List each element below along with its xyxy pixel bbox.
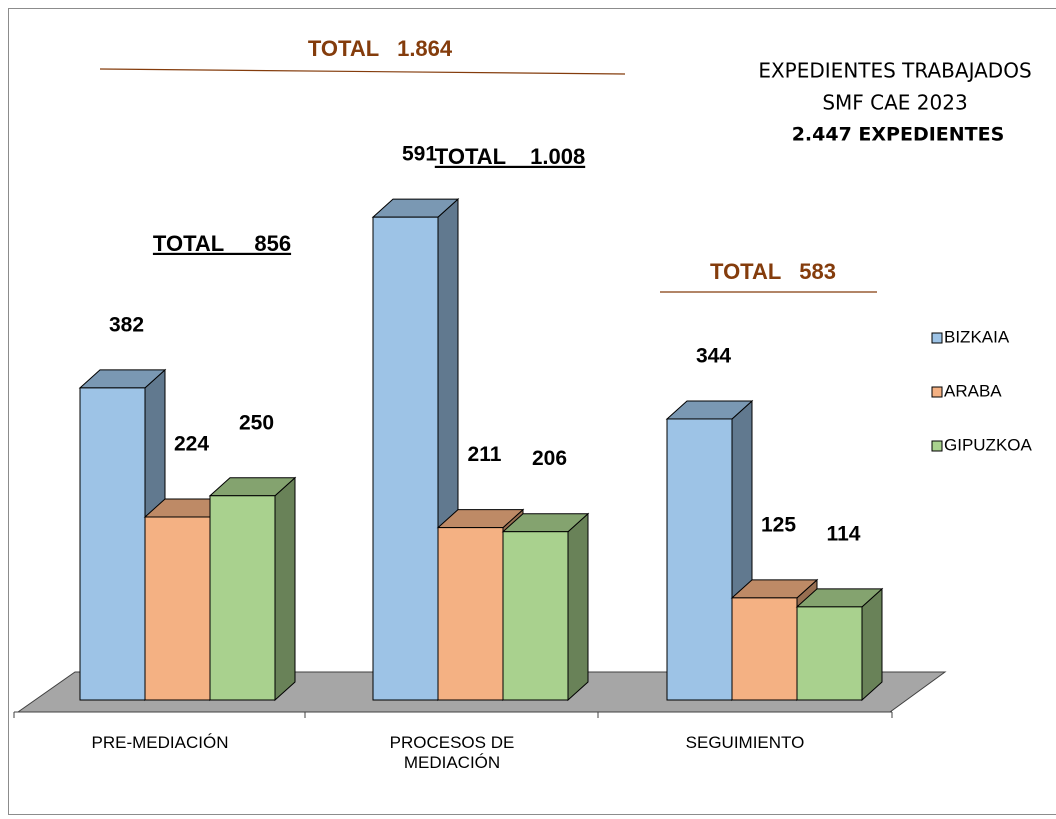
bar xyxy=(79,387,146,701)
bar xyxy=(209,495,276,701)
legend-swatch xyxy=(931,332,943,344)
bar-side xyxy=(567,512,589,702)
data-label: 250 xyxy=(239,411,274,434)
data-label: 206 xyxy=(532,447,567,470)
bar-side xyxy=(274,476,296,702)
bar xyxy=(372,216,439,701)
data-label: 591 xyxy=(402,143,437,166)
x-tick-label: SEGUIMIENTO xyxy=(685,733,805,752)
bar xyxy=(437,527,504,701)
total-note: TOTAL 1.864 xyxy=(308,36,453,61)
chart-subtitle: SMF CAE 2023 xyxy=(822,91,967,115)
bar xyxy=(796,606,863,701)
bar xyxy=(666,418,733,701)
total-note: TOTAL 1.008 xyxy=(435,144,585,169)
bar-side xyxy=(861,587,883,702)
x-tick-label: PROCESOS DE MEDIACIÓN xyxy=(389,733,515,772)
data-label: 344 xyxy=(696,344,731,367)
legend-swatch xyxy=(931,440,943,452)
bar xyxy=(502,531,569,701)
total-note: TOTAL 583 xyxy=(710,259,836,284)
data-label: 224 xyxy=(174,433,209,456)
total-note: TOTAL 856 xyxy=(153,231,291,256)
data-label: 382 xyxy=(109,313,144,336)
legend-swatch xyxy=(931,386,943,398)
x-tick-label: PRE-MEDIACIÓN xyxy=(91,733,229,752)
bar xyxy=(144,516,211,701)
data-label: 125 xyxy=(761,513,796,536)
total-note: 2.447 EXPEDIENTES xyxy=(792,124,1005,146)
data-label: 114 xyxy=(827,522,861,545)
legend-label: GIPUZKOA xyxy=(944,435,1033,454)
legend-label: ARABA xyxy=(944,381,1002,400)
data-label: 211 xyxy=(468,443,502,466)
chart-title: EXPEDIENTES TRABAJADOS xyxy=(758,59,1031,83)
total-rule xyxy=(99,68,626,75)
legend-label: BIZKAIA xyxy=(944,327,1010,346)
bar xyxy=(731,597,798,701)
